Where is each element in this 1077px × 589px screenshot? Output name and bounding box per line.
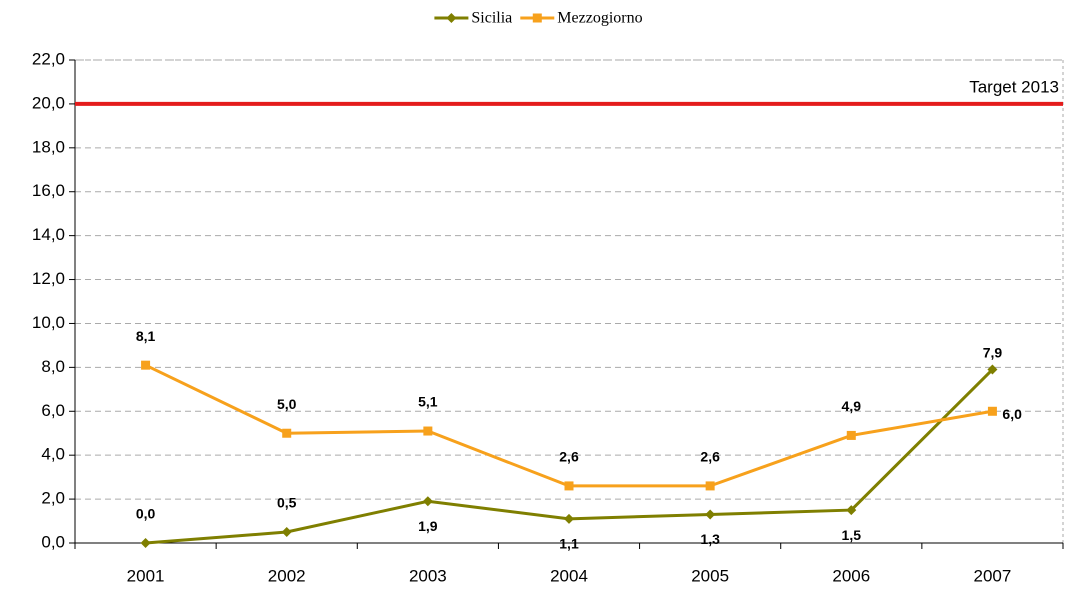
y-tick-label: 0,0 bbox=[41, 532, 65, 551]
legend-label: Sicilia bbox=[471, 10, 512, 27]
marker bbox=[846, 505, 857, 516]
marker bbox=[423, 426, 433, 436]
y-tick-label: 14,0 bbox=[32, 225, 65, 244]
value-label: 2,6 bbox=[559, 449, 579, 465]
value-label: 0,5 bbox=[277, 495, 297, 511]
x-tick-label: 2002 bbox=[268, 566, 306, 585]
marker bbox=[705, 481, 715, 491]
legend-label: Mezzogiorno bbox=[557, 10, 642, 27]
x-tick-label: 2005 bbox=[691, 566, 729, 585]
value-label: 2,6 bbox=[700, 449, 720, 465]
value-label: 8,1 bbox=[136, 328, 156, 344]
value-label: 6,0 bbox=[1002, 406, 1022, 422]
marker bbox=[987, 364, 998, 375]
value-label: 0,0 bbox=[136, 506, 156, 522]
marker bbox=[564, 513, 574, 524]
marker bbox=[564, 481, 574, 491]
marker bbox=[141, 360, 151, 370]
x-tick-label: 2006 bbox=[832, 566, 870, 585]
legend-marker bbox=[532, 13, 542, 23]
value-label: 5,1 bbox=[418, 394, 438, 410]
x-tick-label: 2007 bbox=[974, 566, 1012, 585]
series-line bbox=[144, 363, 993, 488]
value-label: 1,3 bbox=[700, 531, 720, 547]
value-label: 7,9 bbox=[983, 344, 1003, 360]
y-tick-label: 2,0 bbox=[41, 489, 65, 508]
marker bbox=[987, 406, 997, 416]
value-label: 1,9 bbox=[418, 518, 438, 534]
y-tick-label: 16,0 bbox=[32, 181, 65, 200]
value-label: 4,9 bbox=[842, 398, 862, 414]
marker bbox=[705, 509, 716, 520]
legend: Sicilia Mezzogiorno bbox=[434, 10, 643, 27]
marker bbox=[140, 538, 151, 548]
y-tick-label: 20,0 bbox=[32, 93, 65, 112]
y-tick-label: 18,0 bbox=[32, 137, 65, 156]
y-tick-label: 6,0 bbox=[41, 401, 65, 420]
marker bbox=[282, 428, 292, 438]
value-label: 1,1 bbox=[559, 536, 579, 552]
y-tick-label: 4,0 bbox=[41, 445, 65, 464]
value-label: 5,0 bbox=[277, 396, 297, 412]
marker bbox=[846, 430, 856, 440]
x-tick-label: 2001 bbox=[127, 566, 165, 585]
marker bbox=[281, 527, 292, 538]
y-tick-label: 8,0 bbox=[41, 357, 65, 376]
value-label: 1,5 bbox=[842, 527, 862, 543]
target-label: Target 2013 bbox=[969, 77, 1059, 96]
marker bbox=[422, 496, 433, 507]
y-tick-label: 10,0 bbox=[32, 313, 65, 332]
x-tick-label: 2003 bbox=[409, 566, 447, 585]
y-tick-label: 12,0 bbox=[32, 269, 65, 288]
x-tick-label: 2004 bbox=[550, 566, 588, 585]
legend-marker bbox=[446, 13, 457, 23]
y-tick-label: 22,0 bbox=[32, 49, 65, 68]
